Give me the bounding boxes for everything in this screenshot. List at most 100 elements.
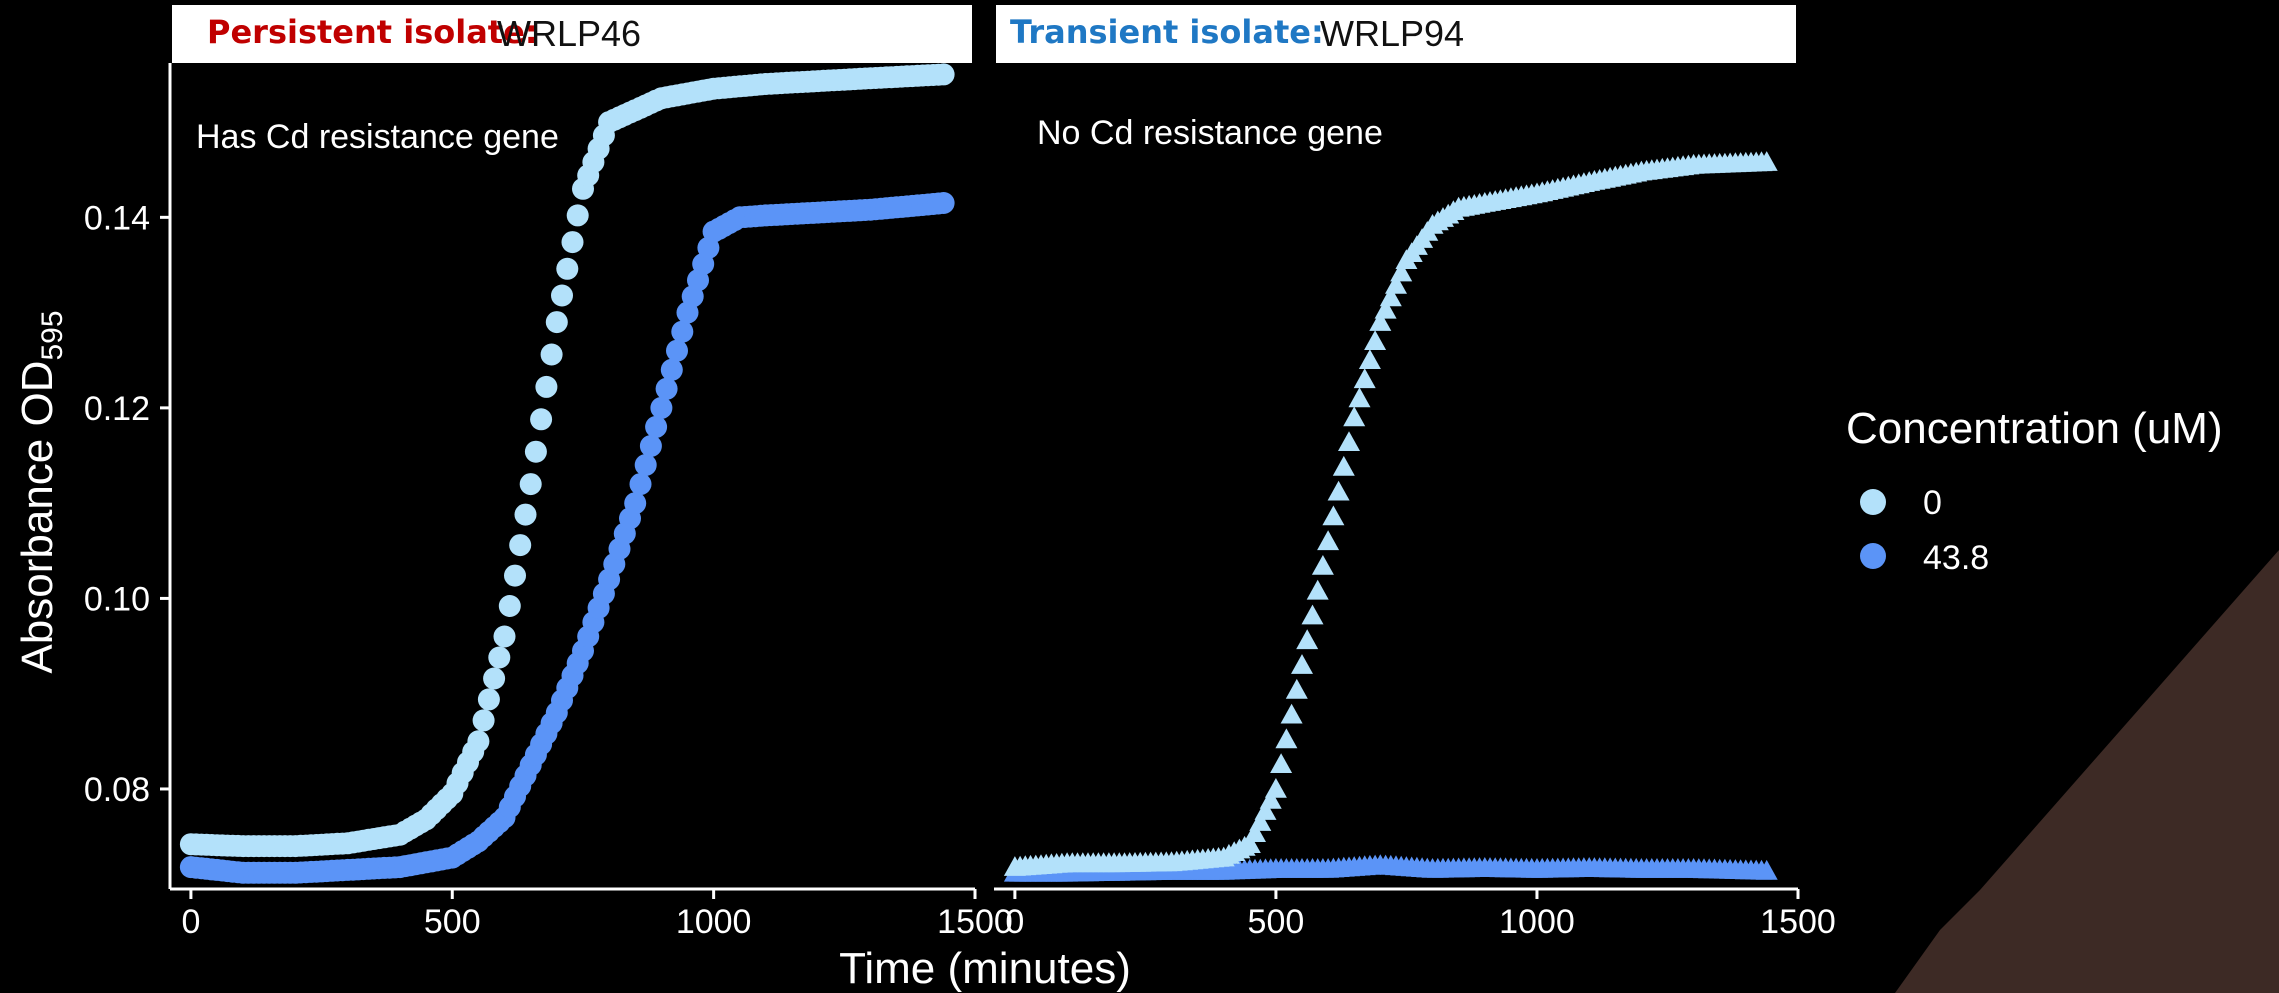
data-point-wrlp94-0 <box>1264 778 1287 798</box>
data-point-wrlp46-0 <box>932 63 955 86</box>
data-point-wrlp94-0 <box>1306 579 1329 600</box>
data-point-wrlp94-0 <box>1364 330 1387 350</box>
data-point-wrlp94-0 <box>1238 833 1261 853</box>
data-point-wrlp94-0 <box>1338 431 1360 451</box>
data-point-wrlp46-43-8 <box>671 320 694 343</box>
x-tick-label: 500 <box>1248 903 1305 941</box>
strip-isolate-name: WRLP94 <box>1320 13 1464 54</box>
data-point-wrlp94-0 <box>1285 678 1308 699</box>
legend-key-43-8 <box>1860 543 1886 569</box>
data-point-wrlp46-0 <box>540 343 563 366</box>
data-point-wrlp46-43-8 <box>666 339 688 362</box>
legend-key-0 <box>1860 489 1886 515</box>
data-point-wrlp46-0 <box>488 646 511 669</box>
strip-prefix: Transient isolate: <box>1010 13 1324 51</box>
legend-label-43-8: 43.8 <box>1923 539 1989 577</box>
facet-strip-right: Transient isolate: WRLP94 <box>996 5 1796 63</box>
strip-isolate-name: WRLP46 <box>497 13 641 54</box>
data-point-wrlp94-0 <box>1249 811 1272 831</box>
data-point-wrlp94-0 <box>1311 555 1334 575</box>
data-point-wrlp46-43-8 <box>645 415 668 438</box>
data-point-wrlp94-0 <box>1280 703 1303 724</box>
legend-label-0: 0 <box>1923 484 1942 522</box>
data-point-wrlp94-0 <box>1291 654 1313 674</box>
strip-box <box>172 5 972 63</box>
x-tick-label: 1000 <box>1499 903 1575 941</box>
data-point-wrlp46-0 <box>493 625 516 648</box>
data-point-wrlp94-0 <box>1332 455 1355 476</box>
data-point-wrlp94-0 <box>1379 286 1402 307</box>
x-tick-label: 1500 <box>1760 903 1836 941</box>
data-point-wrlp94-0 <box>1374 298 1397 319</box>
data-point-wrlp46-43-8 <box>660 358 683 381</box>
data-point-wrlp94-0 <box>1244 822 1266 842</box>
data-point-wrlp94-0 <box>1385 274 1407 294</box>
data-point-wrlp46-43-8 <box>650 396 673 419</box>
y-axis-title-subscript: 595 <box>36 310 69 360</box>
data-point-wrlp94-0 <box>1369 311 1392 331</box>
data-point-wrlp94-0 <box>1275 728 1298 749</box>
data-point-wrlp46-0 <box>509 534 532 557</box>
data-point-wrlp46-0 <box>556 257 579 280</box>
data-point-wrlp46-43-8 <box>634 454 657 476</box>
y-tick-label: 0.14 <box>84 199 150 237</box>
axes-layer: 0 500 1000 1500 0.08 0.10 0.12 0.14 0 500 1000 1500 <box>84 63 1836 941</box>
data-point-wrlp46-0 <box>477 688 500 711</box>
data-point-wrlp94-0 <box>1348 387 1371 408</box>
data-point-wrlp94-0 <box>1358 349 1381 369</box>
x-axis-title: Time (minutes) <box>839 944 1131 993</box>
panel-annotation-right: No Cd resistance gene <box>1037 114 1383 152</box>
data-point-wrlp46-0 <box>498 595 521 617</box>
data-point-wrlp46-0 <box>472 709 495 732</box>
data-point-wrlp46-0 <box>545 311 568 334</box>
legend: Concentration (uM) 0 43.8 <box>1846 404 2223 577</box>
y-tick-label: 0.10 <box>84 580 150 618</box>
panel-annotation-left: Has Cd resistance gene <box>196 118 559 156</box>
data-point-wrlp46-0 <box>566 204 589 227</box>
strip-box <box>996 5 1796 63</box>
y-axis-title-main: Absorbance OD <box>13 361 62 674</box>
facet-strip-left: Persistent isolate: WRLP46 <box>172 5 972 63</box>
data-point-wrlp94-0 <box>1270 753 1293 773</box>
data-point-wrlp94-0 <box>1301 604 1324 625</box>
points-layer <box>179 63 1778 884</box>
y-tick-label: 0.08 <box>84 771 150 809</box>
data-point-wrlp94-0 <box>1296 629 1319 650</box>
data-point-wrlp46-0 <box>519 473 542 496</box>
x-tick-label: 1500 <box>937 903 1013 941</box>
data-point-wrlp46-0 <box>530 408 553 431</box>
y-tick-label: 0.12 <box>84 390 150 428</box>
data-point-wrlp94-0 <box>1755 151 1778 171</box>
x-tick-label: 500 <box>424 903 481 941</box>
data-point-wrlp46-0 <box>524 440 547 463</box>
data-point-wrlp46-0 <box>467 730 490 753</box>
data-point-wrlp46-0 <box>483 667 506 690</box>
data-point-wrlp94-0 <box>1259 789 1282 809</box>
data-point-wrlp94-0 <box>1317 530 1340 551</box>
x-tick-label: 1000 <box>676 903 752 941</box>
corner-decoration <box>1895 550 2279 993</box>
data-point-wrlp94-43-8 <box>1755 859 1778 880</box>
data-point-wrlp94-0 <box>1327 480 1350 501</box>
data-point-wrlp94-0 <box>1322 505 1345 526</box>
x-tick-label: 0 <box>181 903 200 941</box>
data-point-wrlp94-0 <box>1254 800 1277 820</box>
strip-prefix: Persistent isolate: <box>207 13 538 51</box>
data-point-wrlp46-43-8 <box>624 492 647 515</box>
data-point-wrlp46-43-8 <box>639 435 662 457</box>
data-point-wrlp46-0 <box>504 564 526 587</box>
data-point-wrlp46-43-8 <box>655 377 678 400</box>
data-point-wrlp46-0 <box>514 503 537 526</box>
data-point-wrlp46-43-8 <box>629 473 652 496</box>
data-point-wrlp94-0 <box>1390 261 1413 282</box>
data-point-wrlp46-0 <box>551 284 573 307</box>
data-point-wrlp46-0 <box>561 231 584 254</box>
y-axis-title: Absorbance OD595 <box>13 310 69 673</box>
data-point-wrlp46-0 <box>535 375 558 398</box>
data-point-wrlp94-0 <box>1343 406 1366 427</box>
legend-title: Concentration (uM) <box>1846 404 2223 453</box>
x-tick-label: 0 <box>1005 903 1024 941</box>
data-point-wrlp94-0 <box>1353 368 1376 389</box>
data-point-wrlp46-43-8 <box>932 192 955 214</box>
